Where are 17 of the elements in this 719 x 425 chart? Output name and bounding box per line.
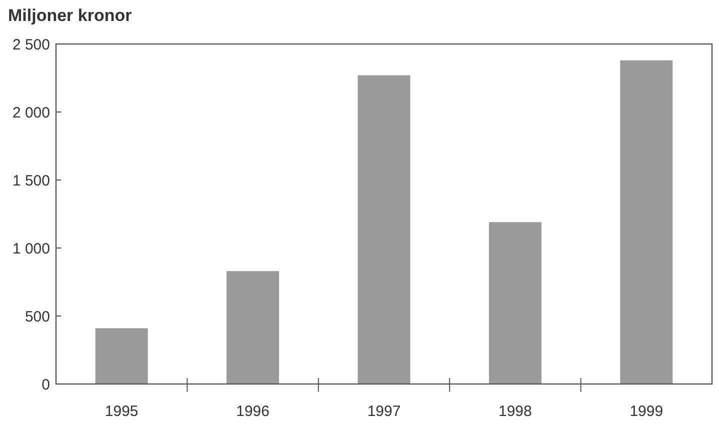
x-tick-label: 1997: [367, 403, 401, 420]
chart-title: Miljoner kronor: [8, 6, 132, 25]
bar: [358, 75, 410, 384]
y-tick-label: 2 000: [12, 104, 50, 122]
y-tick-label: 1 000: [12, 240, 50, 258]
y-tick-label: 500: [24, 308, 50, 326]
bar: [226, 271, 280, 384]
y-tick-label: 1 500: [12, 172, 50, 190]
x-tick-label: 1996: [236, 403, 270, 420]
y-tick-label: 0: [42, 376, 50, 394]
bar: [95, 328, 148, 384]
bar: [620, 60, 673, 384]
x-tick-label: 1995: [104, 403, 138, 420]
y-tick-label: 2 500: [12, 36, 50, 54]
x-tick-label: 1998: [498, 403, 532, 420]
x-tick-label: 1999: [630, 403, 664, 420]
bar: [488, 222, 542, 384]
